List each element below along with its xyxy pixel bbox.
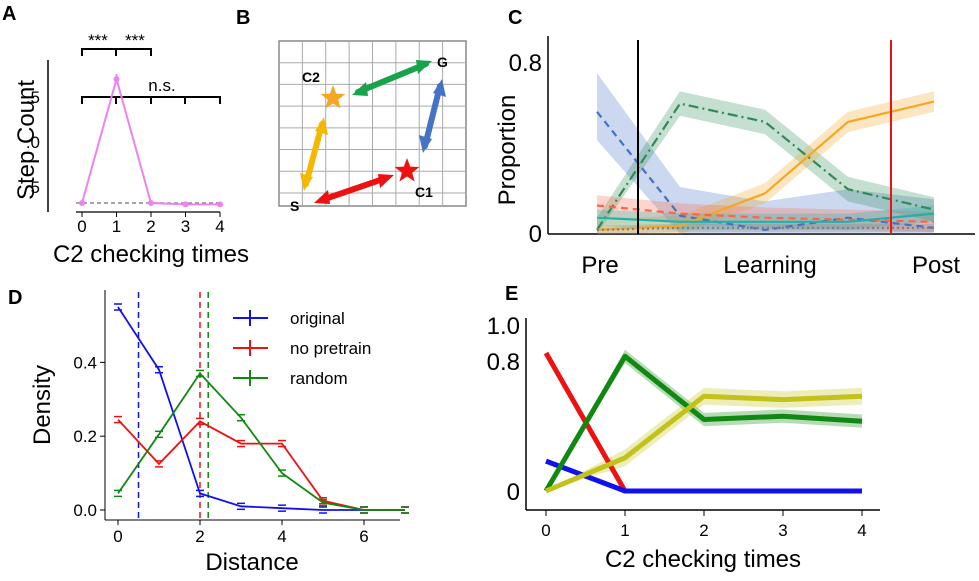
panel-e-xlabel: C2 checking times: [605, 546, 801, 573]
panel-a-point: [217, 201, 223, 208]
panel-d-xtick: 0: [113, 527, 122, 546]
arrow-g-c1: [422, 83, 443, 149]
panel-b: B C2 G C1 S: [236, 7, 467, 214]
panel-a: A Step Count .5 .0 5 0 1 2 3 4 C2 checking t…: [2, 3, 249, 268]
panel-c-band: [597, 91, 934, 235]
arrowhead: [419, 135, 432, 153]
panel-c-band: [597, 91, 934, 235]
panel-a-xlabel: C2 checking times: [53, 241, 249, 268]
panel-c: C Proportion 0 0.8 Pre Learning Post: [494, 7, 975, 279]
panel-a-point: [148, 200, 154, 206]
panel-d-legend: original no pretrain random: [233, 309, 371, 388]
legend-random: random: [290, 369, 348, 388]
panel-d-xtick: 4: [277, 527, 286, 546]
panel-a-xtick: 3: [181, 217, 190, 236]
panel-c-ytick: 0.8: [509, 50, 542, 77]
panel-e-xtick: 4: [857, 521, 866, 540]
arrowhead: [378, 174, 394, 188]
panel-a-plot: [76, 74, 223, 208]
panel-c-xtick: Post: [912, 252, 960, 279]
node-g-label: G: [437, 54, 448, 70]
panel-c-series-line: [596, 226, 934, 231]
panel-d-ticks: 0 2 4 6 0.0 0.2 0.4: [73, 353, 368, 546]
panel-c-series-line: [596, 204, 935, 223]
arrowhead: [433, 79, 446, 97]
arrow-s-c2: [303, 121, 325, 187]
arrow-c1-s: [319, 175, 389, 203]
panel-d-xtick: 2: [195, 527, 204, 546]
panel-a-xticks: 0 1 2 3 4: [77, 212, 225, 236]
arrow-c2-g: [355, 61, 429, 95]
panel-d-ylabel: Density: [29, 365, 56, 445]
panel-d-label: D: [8, 287, 22, 309]
arrowhead: [416, 60, 432, 74]
panel-e-ytick: 0: [507, 479, 520, 506]
panel-e-xticks: 0 1 2 3 4: [541, 510, 867, 540]
panel-a-xtick: 4: [215, 217, 224, 236]
star-c1-icon: [394, 158, 420, 182]
panel-a-point: [182, 201, 189, 208]
panel-e-plot: [543, 349, 863, 494]
star-c2-icon: [320, 85, 346, 109]
panel-e-band: [546, 387, 862, 491]
sig-label: n.s.: [148, 76, 175, 95]
panel-c-xtick: Learning: [723, 252, 816, 279]
node-c2-label: C2: [302, 69, 320, 85]
panel-b-label: B: [236, 7, 250, 29]
panel-a-ytick: 5: [31, 178, 40, 197]
sig-label: ***: [125, 31, 145, 50]
node-s-label: S: [290, 198, 299, 214]
legend-original: original: [290, 309, 345, 328]
panel-e-series-line: [545, 393, 863, 494]
panel-a-xtick: 0: [77, 217, 86, 236]
panel-c-plot: [596, 40, 935, 235]
panel-c-series-line: [596, 102, 935, 231]
panel-c-xtick: Pre: [581, 252, 618, 279]
panel-d-ytick: 0.4: [73, 353, 97, 372]
panel-c-series-line: [596, 100, 935, 231]
panel-d-xlabel: Distance: [205, 549, 298, 576]
panel-d-series-line: [117, 371, 405, 511]
sig-label: ***: [88, 31, 108, 50]
panel-d-series-line: [117, 306, 405, 511]
panel-a-ytick: .5: [26, 88, 40, 107]
arrowhead: [315, 117, 328, 135]
panel-a-label: A: [2, 3, 16, 25]
panel-c-label: C: [508, 7, 522, 29]
panel-d: D Density 0 2 4 6 0.0 0.2 0.4 Distance origina…: [8, 287, 409, 576]
arrowhead: [314, 190, 330, 204]
panel-e-xtick: 1: [620, 521, 629, 540]
panel-e-xtick: 3: [778, 521, 787, 540]
panel-e-ytick: 0.8: [487, 349, 520, 376]
panel-c-band: [597, 73, 934, 234]
node-c1-label: C1: [415, 184, 433, 200]
sig-bracket-0-1: [81, 48, 117, 56]
panel-d-plot: [114, 292, 409, 520]
sig-bracket-1-2: [115, 48, 152, 56]
panel-d-series-line: [117, 418, 405, 511]
panel-a-xtick: 1: [112, 217, 121, 236]
panel-e-label: E: [505, 283, 518, 305]
panel-a-ylabel: Step Count: [13, 80, 40, 200]
arrowhead: [300, 173, 313, 191]
panel-a-point: [79, 200, 85, 206]
panel-d-xtick: 6: [359, 527, 368, 546]
panel-e-series-line: [543, 353, 863, 493]
panel-e: E 0 0.8 1.0 0 1 2 3 4 C2 checking times: [487, 283, 880, 573]
panel-c-series-line: [596, 212, 935, 223]
panel-e-series-line: [545, 458, 862, 494]
panel-e-ytick: 1.0: [487, 313, 520, 340]
panel-c-ytick: 0: [529, 221, 542, 248]
panel-d-ytick: 0.2: [73, 427, 97, 446]
legend-no-pretrain: no pretrain: [290, 339, 371, 358]
panel-d-ytick: 0.0: [73, 501, 97, 520]
panel-c-series-line: [596, 111, 935, 232]
panel-e-xtick: 2: [699, 521, 708, 540]
arrowhead: [352, 82, 368, 96]
panel-a-xtick: 2: [146, 217, 155, 236]
panel-e-xtick: 0: [541, 521, 550, 540]
panel-a-ytick: .0: [26, 133, 40, 152]
panel-c-ylabel: Proportion: [494, 95, 521, 206]
